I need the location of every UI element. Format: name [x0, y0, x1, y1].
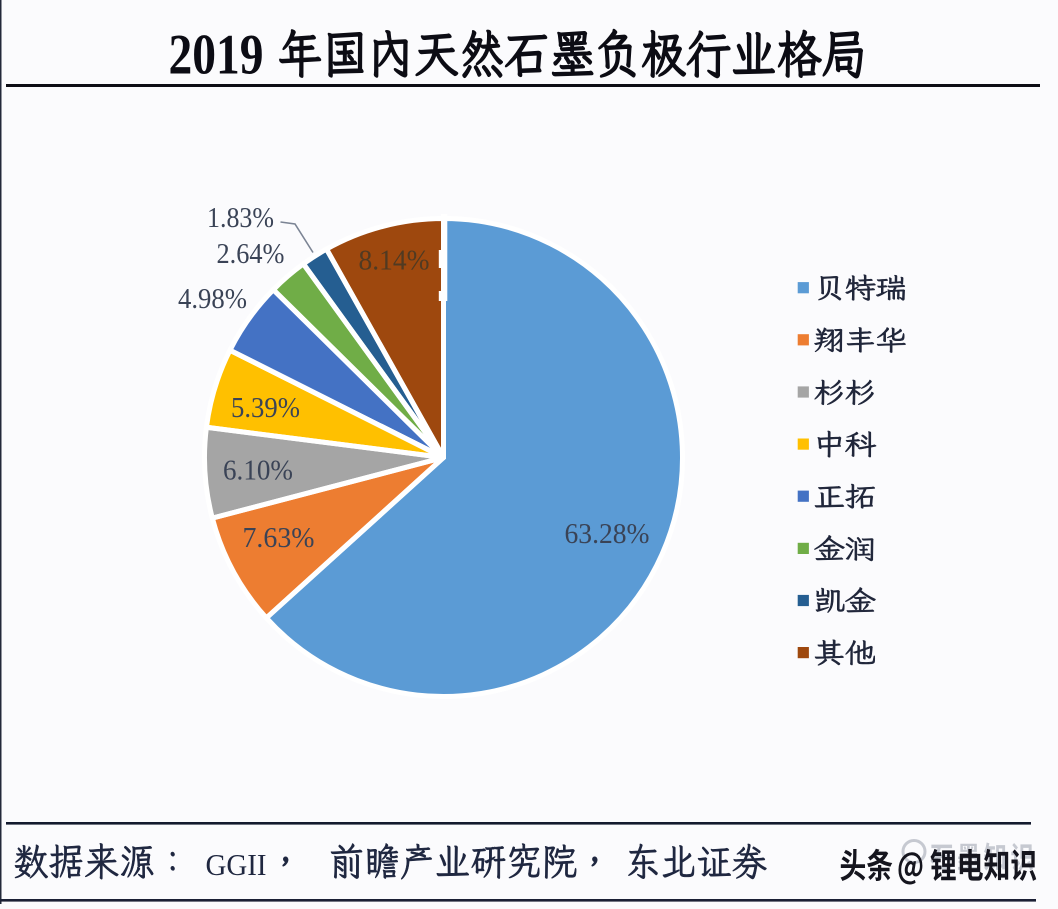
svg-text:6.10%: 6.10% — [223, 455, 293, 487]
svg-text:1.83%: 1.83% — [207, 202, 274, 234]
svg-text:GGII: GGII — [206, 847, 267, 882]
svg-text:7.63%: 7.63% — [243, 522, 315, 554]
svg-text:5.39%: 5.39% — [231, 392, 300, 424]
svg-text:2.64%: 2.64% — [217, 238, 285, 270]
svg-text:8.14%: 8.14% — [359, 245, 430, 277]
svg-text:4.98%: 4.98% — [178, 283, 247, 315]
svg-text:2019: 2019 — [169, 24, 264, 87]
svg-text:63.28%: 63.28% — [565, 518, 650, 550]
